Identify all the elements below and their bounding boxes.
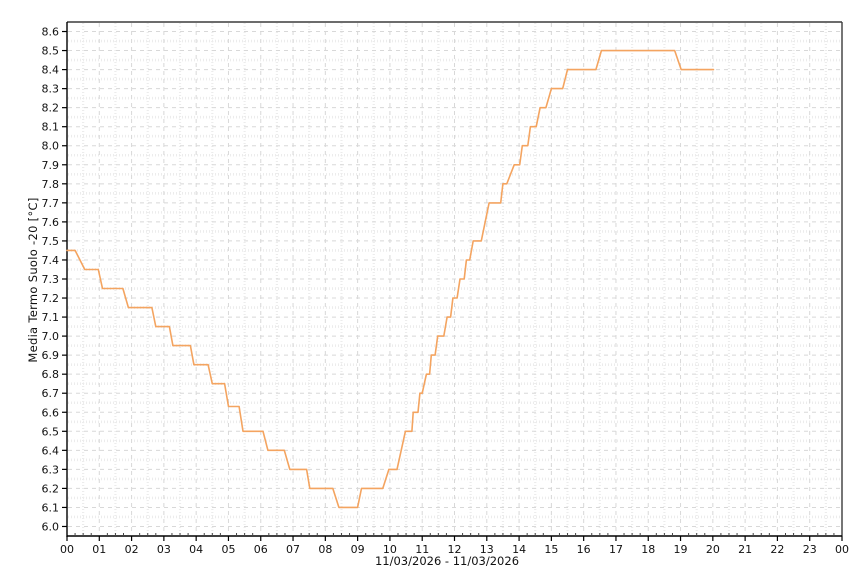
y-tick-label: 6.8	[42, 368, 60, 381]
tick-labels: 8.6 8.5 8.4 8.3 8.2 8.1 8.0 7.9 7.8 7.7 7.6 7.5 7.4 7…	[42, 26, 850, 556]
x-tick-label: 11	[415, 543, 429, 556]
y-tick-label: 8.6	[42, 26, 60, 39]
tick-marks	[62, 30, 843, 541]
x-tick-label: 12	[448, 543, 462, 556]
data-series	[66, 49, 715, 509]
y-tick-label: 7.6	[42, 216, 60, 229]
y-axis-title: Media Termo Suolo -20 [°C]	[26, 197, 40, 363]
y-tick-label: 6.7	[42, 387, 60, 400]
x-tick-label: 21	[738, 543, 752, 556]
y-tick-label: 7.8	[42, 178, 60, 191]
x-tick-label: 18	[641, 543, 655, 556]
y-tick-label: 6.0	[42, 520, 60, 533]
x-tick-label: 00	[835, 543, 849, 556]
x-tick-label: 06	[254, 543, 268, 556]
x-tick-label: 10	[383, 543, 397, 556]
x-tick-label: 20	[706, 543, 720, 556]
x-tick-label: 02	[125, 543, 139, 556]
x-tick-label: 13	[480, 543, 494, 556]
y-tick-label: 8.3	[42, 83, 60, 96]
y-tick-label: 6.1	[42, 501, 60, 514]
grid-major	[68, 23, 841, 535]
y-tick-label: 6.9	[42, 349, 60, 362]
x-tick-label: 03	[157, 543, 171, 556]
y-tick-label: 7.1	[42, 311, 60, 324]
x-axis-date-range-label: 11/03/2026 - 11/03/2026	[374, 554, 520, 568]
y-tick-label: 8.4	[42, 64, 60, 77]
x-tick-label: 04	[189, 543, 203, 556]
x-tick-label: 22	[770, 543, 784, 556]
y-tick-label: 6.5	[42, 425, 60, 438]
x-tick-label: 00	[60, 543, 74, 556]
y-tick-label: 7.9	[42, 159, 60, 172]
y-tick-label: 7.3	[42, 273, 60, 286]
y-tick-label: 6.4	[42, 444, 60, 457]
y-tick-label: 7.2	[42, 292, 60, 305]
y-tick-label: 7.4	[42, 254, 60, 267]
x-tick-label: 01	[92, 543, 106, 556]
x-tick-label: 15	[544, 543, 558, 556]
y-tick-label: 8.0	[42, 140, 60, 153]
x-tick-label: 09	[351, 543, 365, 556]
y-tick-label: 7.7	[42, 197, 60, 210]
y-tick-label: 7.5	[42, 235, 60, 248]
x-tick-label: 07	[286, 543, 300, 556]
y-tick-label: 6.6	[42, 406, 60, 419]
x-tick-label: 05	[221, 543, 235, 556]
y-tick-label: 6.3	[42, 463, 60, 476]
temperature-line	[66, 49, 715, 509]
y-tick-label: 8.1	[42, 121, 60, 134]
x-tick-label: 16	[577, 543, 591, 556]
y-tick-label: 7.0	[42, 330, 60, 343]
x-tick-label: 17	[609, 543, 623, 556]
x-tick-label: 14	[512, 543, 526, 556]
y-tick-label: 6.2	[42, 482, 60, 495]
y-tick-label: 8.2	[42, 102, 60, 115]
x-tick-label: 08	[318, 543, 332, 556]
x-tick-label: 23	[803, 543, 817, 556]
y-tick-label: 8.5	[42, 45, 60, 58]
x-tick-label: 19	[674, 543, 688, 556]
